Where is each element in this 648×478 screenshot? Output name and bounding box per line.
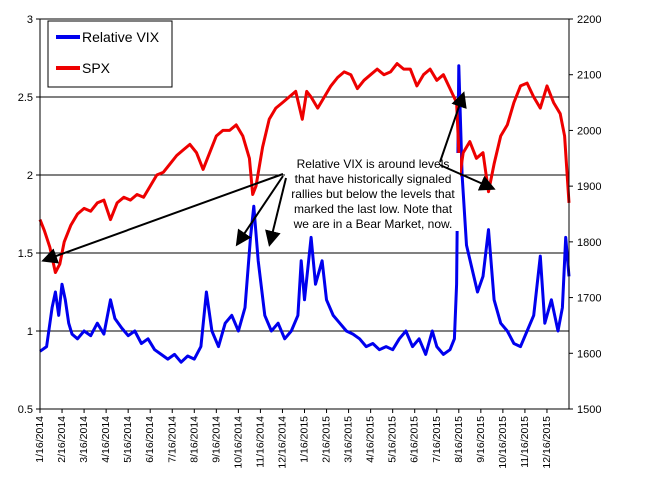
annotation-arrow-1	[235, 175, 284, 247]
left-tick-label-2: 1.5	[18, 248, 33, 260]
x-tick-label-13: 2/16/2015	[321, 416, 333, 463]
annotation-line-1: that have historically signaled	[295, 172, 452, 186]
legend-label-0: Relative VIX	[82, 29, 160, 45]
x-tick-label-19: 8/16/2015	[453, 416, 465, 463]
annotation-arrow-4	[439, 164, 496, 191]
annotation-line-3: marked the last low. Note that	[294, 202, 453, 216]
left-tick-label-5: 3	[27, 14, 33, 26]
annotation-arrow-2	[265, 177, 287, 247]
x-tick-label-6: 7/16/2014	[166, 416, 178, 463]
right-tick-label-2: 1700	[577, 293, 601, 305]
right-tick-label-1: 1600	[577, 348, 601, 360]
x-axis: 1/16/2014 2/16/2014 3/16/2014 4/16/2014 5/16…	[34, 409, 553, 469]
x-tick-label-0: 1/16/2014	[34, 416, 46, 463]
right-tick-label-3: 1800	[577, 237, 601, 249]
x-tick-label-11: 12/16/2014	[276, 416, 288, 469]
x-tick-label-15: 4/16/2015	[365, 416, 377, 463]
x-tick-label-3: 4/16/2014	[100, 416, 112, 463]
annotation-background	[285, 153, 460, 231]
annotation-arrow-3	[439, 91, 467, 163]
x-tick-label-18: 7/16/2015	[431, 416, 443, 463]
series-line-relative-vix	[39, 64, 571, 364]
x-tick-label-20: 9/16/2015	[475, 416, 487, 463]
legend-box	[47, 20, 173, 88]
x-tick-label-5: 6/16/2014	[144, 416, 156, 463]
legend-label-1: SPX	[82, 60, 111, 76]
right-tick-label-0: 1500	[577, 404, 601, 416]
x-tick-label-9: 10/16/2014	[232, 416, 244, 469]
x-tick-label-23: 12/16/2015	[541, 416, 553, 469]
right-tick-label-4: 1900	[577, 181, 601, 193]
right-tick-label-5: 2000	[577, 125, 601, 137]
annotation-line-4: we are in a Bear Market, now.	[293, 217, 453, 231]
x-tick-label-10: 11/16/2014	[254, 416, 266, 468]
x-tick-label-7: 8/16/2014	[188, 416, 200, 463]
series-lines	[38, 62, 571, 364]
x-tick-label-22: 11/16/2015	[519, 416, 531, 468]
annotation-line-0: Relative VIX is around levels	[297, 157, 450, 171]
x-tick-label-12: 1/16/2015	[299, 416, 311, 463]
annotation-line-2: rallies but below the levels that	[291, 187, 455, 201]
left-y-axis: 0.5 1 1.5 2 2.5 3	[18, 14, 40, 416]
left-tick-label-3: 2	[27, 170, 33, 182]
right-tick-label-7: 2200	[577, 14, 601, 26]
x-tick-label-4: 5/16/2014	[122, 416, 134, 463]
right-tick-label-6: 2100	[577, 70, 601, 82]
series-line-spx	[38, 62, 571, 274]
left-tick-label-4: 2.5	[18, 92, 33, 104]
legend: Relative VIX SPX	[47, 20, 173, 88]
left-tick-label-1: 1	[27, 326, 33, 338]
x-tick-label-21: 10/16/2015	[497, 416, 509, 469]
x-tick-label-17: 6/16/2015	[409, 416, 421, 463]
x-tick-label-2: 3/16/2014	[78, 416, 90, 463]
annotation-arrow-0	[41, 173, 284, 264]
x-tick-label-14: 3/16/2015	[343, 416, 355, 463]
left-tick-label-0: 0.5	[18, 404, 33, 416]
right-y-axis: 1500 1600 1700 1800 1900 2000 2100 2200	[569, 14, 601, 416]
x-tick-label-16: 5/16/2015	[387, 416, 399, 463]
plot-frame	[39, 18, 570, 410]
x-tick-label-1: 2/16/2014	[56, 416, 68, 463]
x-tick-label-8: 9/16/2014	[210, 416, 222, 463]
